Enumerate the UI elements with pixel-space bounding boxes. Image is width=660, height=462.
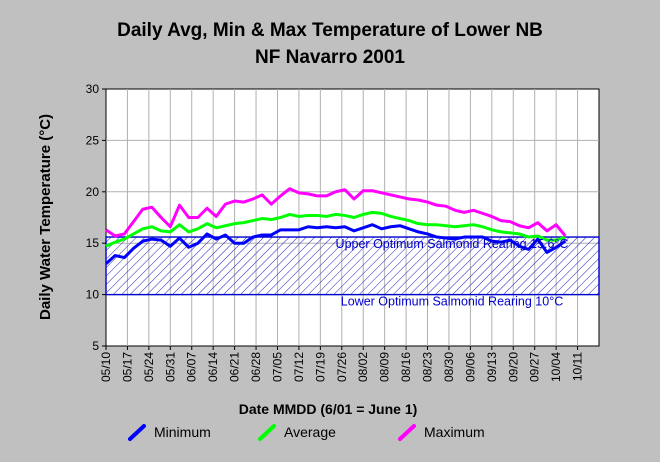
threshold-annotations: Upper Optimum Salmonid Rearing 15.6°C Low… (336, 237, 569, 309)
x-tick-label-4: 06/07 (185, 352, 199, 382)
x-axis-label: Date MMDD (6/01 = June 1) (239, 401, 418, 417)
y-tick-label-3: 20 (86, 185, 100, 199)
x-tick-label-3: 05/31 (163, 352, 177, 382)
series-average-line (105, 210, 566, 248)
x-tick-label-17: 09/06 (463, 352, 477, 382)
series-minimum-line (104, 223, 567, 265)
x-tick-label-7: 06/28 (249, 352, 263, 382)
annotation-1: Lower Optimum Salmonid Rearing 10°C (341, 295, 563, 309)
y-tick-label-5: 30 (86, 82, 100, 96)
x-tick-label-5: 06/14 (206, 352, 220, 382)
x-tick-label-13: 08/09 (378, 352, 392, 382)
x-tick-label-11: 07/26 (335, 352, 349, 382)
chart-title: Daily Avg, Min & Max Temperature of Lowe… (117, 20, 543, 41)
x-tick-label-0: 05/10 (99, 352, 113, 382)
legend-swatch-maximum (398, 424, 416, 441)
y-tick-label-4: 25 (86, 133, 100, 147)
y-tick-label-2: 15 (86, 236, 100, 250)
legend-label-minimum: Minimum (154, 424, 211, 440)
legend-swatch-minimum (128, 424, 146, 441)
series-maximum-line (105, 187, 567, 238)
x-tick-label-2: 05/24 (142, 352, 156, 382)
legend-label-average: Average (284, 424, 336, 440)
x-tick-label-15: 08/23 (421, 352, 435, 382)
annotation-0: Upper Optimum Salmonid Rearing 15.6°C (336, 237, 569, 251)
x-tick-label-8: 07/05 (270, 352, 284, 382)
x-tick-label-12: 08/02 (356, 352, 370, 382)
x-tick-label-18: 09/13 (485, 352, 499, 382)
x-tick-label-19: 09/20 (506, 352, 520, 382)
legend: Minimum Average Maximum (128, 424, 485, 441)
x-tick-label-14: 08/16 (399, 352, 413, 382)
y-tick-label-0: 5 (92, 339, 99, 353)
y-tick-label-1: 10 (86, 288, 100, 302)
x-tick-label-22: 10/11 (571, 352, 585, 381)
y-axis-ticks: 5 10 15 20 25 30 (86, 82, 106, 353)
x-tick-label-21: 10/04 (549, 352, 563, 382)
legend-swatch-average (258, 424, 276, 441)
series-lines (104, 187, 567, 265)
x-tick-label-1: 05/17 (120, 352, 134, 382)
x-tick-label-16: 08/30 (442, 352, 456, 382)
chart-subtitle: NF Navarro 2001 (255, 47, 405, 68)
y-axis-label: Daily Water Temperature (°C) (37, 114, 54, 320)
x-tick-label-6: 06/21 (228, 352, 242, 382)
x-tick-label-10: 07/19 (313, 352, 327, 382)
x-tick-label-9: 07/12 (292, 352, 306, 382)
legend-label-maximum: Maximum (424, 424, 485, 440)
x-axis-ticks: 05/10 05/17 05/24 05/31 06/07 06/14 06/21 06/28… (99, 346, 585, 382)
x-tick-label-20: 09/27 (528, 352, 542, 382)
